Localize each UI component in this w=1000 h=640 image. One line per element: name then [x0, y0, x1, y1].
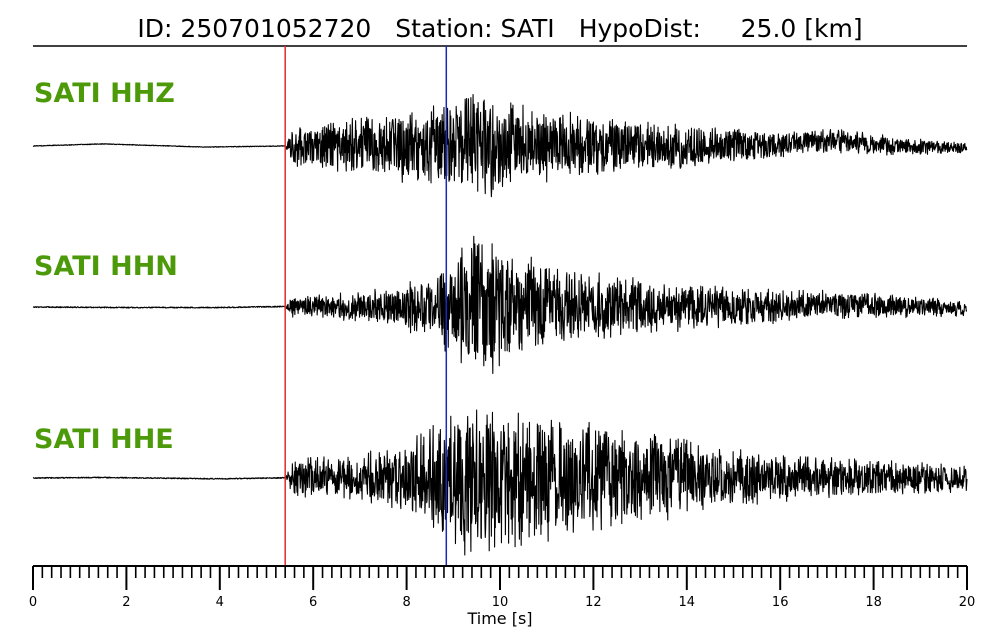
x-tick-label: 0: [29, 595, 37, 610]
title-hypodist: HypoDist: 25.0 [km]: [579, 14, 863, 43]
x-tick-label: 4: [216, 595, 224, 610]
title-station: Station: SATI: [395, 14, 554, 43]
x-tick-label: 14: [679, 595, 696, 610]
x-tick-label: 16: [772, 595, 789, 610]
x-tick-label: 20: [959, 595, 976, 610]
channel-label-sati-hhz: SATI HHZ: [34, 78, 175, 109]
x-tick-label: 2: [122, 595, 130, 610]
channel-labels-group: SATI HHZ SATI HHN SATI HHE: [34, 78, 178, 455]
trace-sati-hhz: [32, 93, 968, 198]
phase-picks-group: [284, 46, 448, 566]
x-tick-label: 18: [865, 595, 882, 610]
trace-sati-hhn: [32, 235, 968, 375]
x-tick-label: 6: [309, 595, 317, 610]
title-id: ID: 250701052720: [137, 14, 371, 43]
x-axis-label: Time [s]: [466, 609, 532, 628]
x-tick-label: 8: [402, 595, 410, 610]
trace-sati-hhe: [32, 409, 968, 556]
channel-label-sati-hhn: SATI HHN: [34, 251, 178, 282]
time-axis: 0 2 4 6 8 10 12 14 16 18 20: [29, 565, 976, 610]
channel-label-sati-hhe: SATI HHE: [34, 424, 174, 455]
x-tick-label: 12: [585, 595, 602, 610]
figure-title: ID: 250701052720 Station: SATI HypoDist: 2…: [137, 14, 862, 43]
traces-group: [32, 93, 968, 556]
x-tick-label: 10: [492, 595, 509, 610]
